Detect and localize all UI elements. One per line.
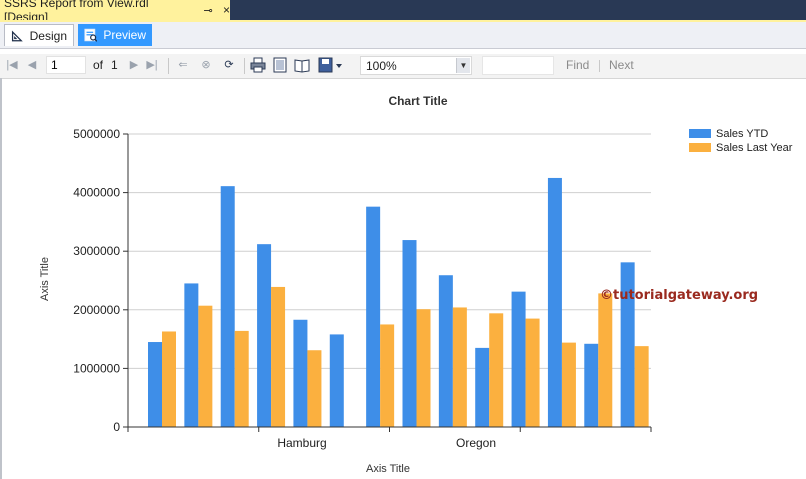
x-category-label: Oregon bbox=[456, 436, 496, 450]
pin-icon[interactable]: ⊸ bbox=[203, 4, 213, 17]
zoom-select[interactable]: 100% ▼ bbox=[360, 56, 472, 75]
chart-title: Chart Title bbox=[388, 94, 447, 108]
bar-sales-last-year bbox=[198, 305, 213, 427]
bar-sales-last-year bbox=[380, 324, 395, 427]
bar-sales-ytd bbox=[257, 244, 272, 427]
bar-sales-ytd bbox=[584, 343, 599, 427]
page-setup-icon[interactable] bbox=[294, 57, 310, 73]
tab-accent-line bbox=[0, 20, 806, 22]
x-category-label: Hamburg bbox=[277, 436, 326, 450]
toolbar-separator bbox=[244, 58, 245, 74]
report-chart: Chart Title 0 1000000 2000000 3000000 4000000… bbox=[39, 94, 793, 475]
tab-design[interactable]: Design bbox=[4, 24, 74, 46]
bar-sales-ytd bbox=[148, 342, 162, 427]
bar-sales-ytd bbox=[366, 206, 381, 427]
tab-preview[interactable]: Preview bbox=[78, 24, 152, 46]
bar-sales-ytd bbox=[438, 275, 453, 427]
y-tick-label: 3000000 bbox=[73, 244, 120, 258]
prev-page-icon[interactable]: ◀ bbox=[27, 59, 37, 71]
legend-swatch bbox=[689, 143, 711, 152]
back-icon[interactable]: ⇐ bbox=[178, 59, 188, 71]
y-tick-label: 2000000 bbox=[73, 303, 120, 317]
toolbar-separator bbox=[599, 60, 600, 72]
preview-report-icon bbox=[84, 28, 98, 42]
bar-sales-last-year bbox=[307, 350, 322, 427]
bar-sales-last-year bbox=[162, 331, 176, 427]
legend-label: Sales YTD bbox=[716, 128, 768, 140]
refresh-icon[interactable]: ⟳ bbox=[224, 59, 234, 71]
y-axis-title: Axis Title bbox=[39, 257, 51, 301]
report-canvas-edge bbox=[0, 78, 2, 479]
chevron-down-icon: ▼ bbox=[456, 58, 470, 73]
bar-sales-ytd bbox=[402, 240, 417, 427]
bar-sales-last-year bbox=[416, 309, 431, 427]
bar-sales-last-year bbox=[489, 313, 504, 427]
print-layout-icon[interactable] bbox=[272, 57, 288, 73]
y-tick-label: 1000000 bbox=[73, 361, 120, 375]
legend-label: Sales Last Year bbox=[716, 142, 793, 154]
next-page-icon[interactable]: ▶ bbox=[129, 59, 139, 71]
bar-sales-last-year bbox=[271, 286, 286, 427]
bar-sales-ytd bbox=[329, 334, 344, 427]
bar-sales-ytd bbox=[184, 283, 199, 427]
legend-swatch bbox=[689, 129, 711, 138]
watermark: ©tutorialgateway.org bbox=[600, 288, 759, 303]
bar-sales-last-year bbox=[234, 330, 249, 427]
bar-sales-ytd bbox=[511, 291, 526, 427]
stop-icon[interactable]: ⊗ bbox=[201, 59, 211, 71]
bar-sales-ytd bbox=[547, 177, 562, 427]
print-icon[interactable] bbox=[250, 57, 266, 73]
next-button[interactable]: Next bbox=[609, 58, 634, 72]
bar-sales-ytd bbox=[293, 319, 308, 427]
toolbar-separator bbox=[168, 58, 169, 74]
export-icon[interactable] bbox=[318, 57, 344, 73]
first-page-icon[interactable]: |◀ bbox=[6, 59, 18, 71]
close-icon[interactable]: × bbox=[222, 3, 230, 17]
document-tab[interactable]: SSRS Report from View.rdl [Design] ⊸ × bbox=[0, 0, 230, 24]
page-total: 1 bbox=[111, 58, 118, 72]
bar-sales-last-year bbox=[525, 318, 540, 427]
find-button[interactable]: Find bbox=[566, 58, 590, 72]
bar-sales-last-year bbox=[561, 342, 576, 427]
bar-sales-last-year bbox=[634, 346, 649, 427]
page-number-input[interactable] bbox=[46, 56, 86, 74]
bar-sales-ytd bbox=[620, 262, 635, 427]
document-tab-strip: SSRS Report from View.rdl [Design] ⊸ × bbox=[0, 0, 806, 24]
last-page-icon[interactable]: ▶| bbox=[146, 59, 158, 71]
bar-sales-ytd bbox=[475, 347, 490, 427]
y-tick-label: 0 bbox=[113, 420, 120, 434]
y-tick-label: 5000000 bbox=[73, 127, 120, 141]
find-input[interactable] bbox=[482, 56, 554, 75]
tab-design-label: Design bbox=[29, 28, 67, 43]
design-ruler-icon bbox=[11, 30, 23, 41]
bar-sales-ytd bbox=[220, 186, 235, 427]
bar-sales-last-year bbox=[598, 293, 613, 427]
of-label: of bbox=[93, 58, 104, 72]
view-tabs: Design Preview bbox=[0, 22, 806, 49]
report-toolbar: |◀ ◀ of 1 ▶ ▶| ⇐ ⊗ ⟳ 100% ▼ Find Next bbox=[0, 54, 806, 79]
tab-preview-label: Preview bbox=[103, 28, 146, 42]
x-axis-title: Axis Title bbox=[366, 463, 410, 475]
zoom-value: 100% bbox=[366, 59, 397, 73]
bar-sales-last-year bbox=[452, 307, 467, 427]
y-tick-label: 4000000 bbox=[73, 186, 120, 200]
